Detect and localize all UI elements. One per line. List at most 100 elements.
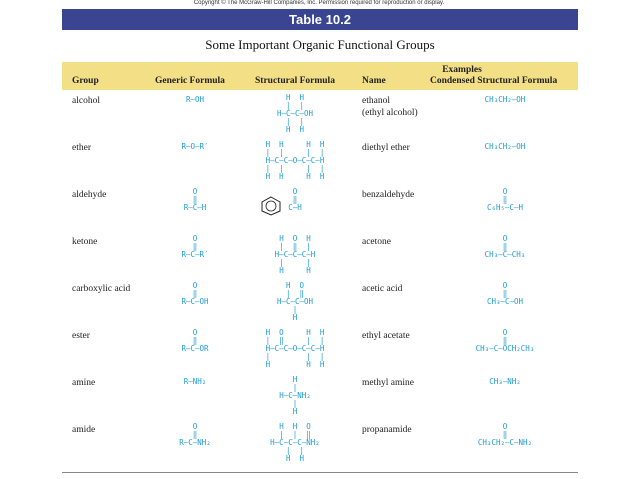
structural-formula-line: H–C–NH₂ [279,391,311,400]
structural-formula-line: | ‖ | [279,242,311,251]
generic-formula-line: ‖ [192,242,198,251]
structural-formula-line: | | | [265,352,325,361]
structural-formula-line: | | [285,117,305,126]
generic-formula-line: O [192,234,198,243]
condensed-formula-line: O [502,328,508,337]
structural-formula-line: H–C–C–O–C–C–H [265,156,325,165]
condensed-formula-line: O [502,281,508,290]
generic-formula-line: ‖ [192,195,198,204]
condensed-formula-line: CH₃CH₂–OH [484,95,526,104]
header: Group [72,76,99,86]
structural-formula-line: H H H [265,360,325,369]
structural-formula-line: | [292,399,298,408]
generic-formula-line: O [192,281,198,290]
group: aldehyde [72,190,107,200]
bottom-rule [62,472,578,473]
generic-formula-line: O [192,422,198,431]
structural-formula-line: | | [279,258,311,267]
structural-formula-line: H H [285,93,305,102]
header: Structural Formula [255,76,335,86]
structural-formula-line: C–H [288,203,302,212]
group: ether [72,143,91,153]
structural-formula-line: | ‖ [285,289,305,298]
structural-formula-line: H [292,313,298,322]
structural-formula-line: | | | | [265,164,325,173]
example-name: benzaldehyde [362,190,415,200]
structural-formula-line: H O H [279,234,311,243]
structural-formula-line: | [292,305,298,314]
structural-formula-line: H H H H [265,140,325,149]
structural-formula-line: H H H H [265,172,325,181]
condensed-formula-line: O [502,234,508,243]
structural-formula-line: O [292,187,298,196]
structural-formula-line: H O H H [265,328,325,337]
generic-formula-line: O [192,328,198,337]
condensed-formula-line: ‖ [502,195,508,204]
subtitle: Some Important Organic Functional Groups [205,37,435,52]
example-name: ethanol [362,96,390,106]
structural-formula-line: | | | | [265,148,325,157]
header: Name [362,76,386,86]
condensed-formula-line: O [502,422,508,431]
structural-formula-line: | | [285,446,305,455]
condensed-formula-line: ‖ [502,430,508,439]
benzene-ring [261,196,281,216]
group: amide [72,425,96,435]
example-name: diethyl ether [362,143,410,153]
group: ketone [72,237,98,247]
structural-formula-line: H–C–C–OH [276,109,314,118]
example-name: (ethyl alcohol) [362,108,418,118]
condensed-formula-line: CH₃–C–CH₃ [484,250,526,259]
example-name: methyl amine [362,378,414,388]
structural-formula-line: H H [279,266,311,275]
structural-formula-line: H H [285,454,305,463]
generic-formula-line: R–C–OH [181,297,209,306]
header-band [62,62,578,90]
example-name: propanamide [362,425,412,435]
generic-formula-line: O [192,187,198,196]
structural-formula-line: H–C–C–O–C–C–H [265,344,325,353]
header: Generic Formula [155,76,225,86]
group: alcohol [72,96,100,106]
structural-formula-line: H–C–C–OH [276,297,314,306]
structural-formula-line: H [292,407,298,416]
generic-formula-line: R–O–R′ [181,142,209,151]
structural-formula-line: | [292,383,298,392]
generic-formula-line: R–C–OR [181,344,209,353]
structural-formula-line: H [292,375,298,384]
structural-formula-line: H H [285,125,305,134]
structural-formula-line: | | [285,101,305,110]
header: Condensed Structural Formula [430,76,558,86]
generic-formula-line: ‖ [192,336,198,345]
condensed-formula-line: C₆H₅–C–H [486,203,524,212]
condensed-formula-line: ‖ [502,289,508,298]
table-title: Table 10.2 [62,9,578,30]
generic-formula-line: ‖ [192,289,198,298]
generic-formula-line: R–C–R′ [181,250,209,259]
condensed-formula-line: CH₃CH₂–OH [484,142,526,151]
example-name: acetic acid [362,284,403,294]
structural-formula-line: | | ‖ [279,430,311,439]
group: ester [72,331,90,341]
copyright: Copyright © The McGraw-Hill Companies, I… [193,0,445,6]
generic-formula-line: R–C–H [183,203,207,212]
condensed-formula-line: CH₃–C–OCH₂CH₃ [475,344,535,353]
generic-formula-line: R–OH [185,95,205,104]
condensed-formula-line: ‖ [502,336,508,345]
generic-formula-line: R–NH₂ [183,377,207,386]
generic-formula-line: R–C–NH₂ [179,438,211,447]
structural-formula-line: | ‖ | | [265,336,325,345]
structural-formula-line: H–C–C–C–H [274,250,316,259]
condensed-formula-line: CH₃–C–OH [486,297,524,306]
structural-formula-line: H O [285,281,305,290]
group: carboxylic acid [72,284,131,294]
condensed-formula-line: CH₃CH₂–C–NH₂ [477,438,533,447]
condensed-formula-line: CH₃–NH₂ [489,377,521,386]
condensed-formula-line: ‖ [502,242,508,251]
structural-formula-line: H–C–C–C–NH₂ [270,438,320,447]
group: amine [72,378,96,388]
condensed-formula-line: O [502,187,508,196]
example-name: acetone [362,237,392,247]
generic-formula-line: ‖ [192,430,198,439]
